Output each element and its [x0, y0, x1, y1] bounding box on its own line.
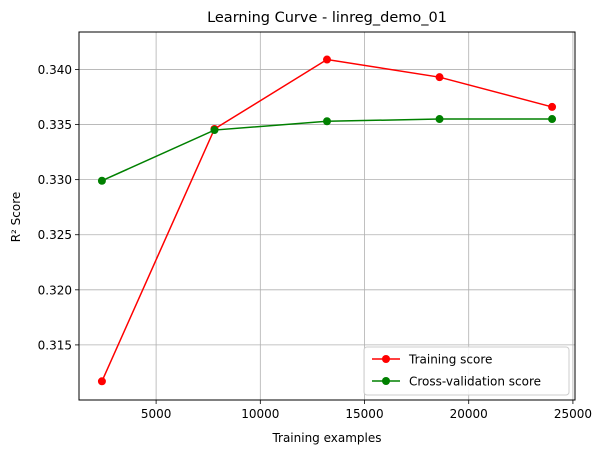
y-tick-label: 0.330 — [38, 173, 72, 187]
series-layer — [97, 55, 557, 386]
x-axis-label: Training examples — [271, 431, 381, 445]
y-tick-label: 0.325 — [38, 228, 72, 242]
y-tick-label: 0.315 — [38, 338, 72, 352]
legend-marker — [382, 377, 390, 385]
y-tick-label: 0.335 — [38, 118, 72, 132]
x-tick-label: 10000 — [241, 407, 279, 421]
plot-area — [78, 31, 576, 401]
x-tick-label: 5000 — [141, 407, 172, 421]
y-axis-ticks: 0.315 0.320 0.325 0.330 0.335 0.340 — [38, 63, 79, 352]
x-axis-ticks: 5000 10000 15000 20000 25000 — [141, 400, 592, 421]
data-point — [435, 115, 444, 124]
x-tick-label: 15000 — [345, 407, 383, 421]
legend-label: Training score — [408, 353, 492, 367]
chart-title: Learning Curve - linreg_demo_01 — [207, 10, 447, 26]
data-point — [210, 126, 219, 135]
x-tick-label: 20000 — [450, 407, 488, 421]
y-tick-label: 0.340 — [38, 63, 72, 77]
data-point — [548, 102, 557, 111]
data-point — [97, 377, 106, 386]
data-point — [548, 115, 557, 124]
data-point — [97, 176, 106, 185]
legend-marker — [382, 355, 390, 363]
data-point — [323, 117, 331, 126]
legend-label: Cross-validation score — [409, 375, 541, 389]
x-tick-label: 25000 — [554, 407, 592, 421]
legend: Training score Cross-validation score — [363, 346, 570, 396]
data-point — [323, 55, 331, 64]
legend-box — [363, 346, 570, 396]
y-axis-label: R² Score — [9, 192, 23, 243]
data-point — [435, 73, 444, 82]
y-tick-label: 0.320 — [38, 283, 72, 297]
